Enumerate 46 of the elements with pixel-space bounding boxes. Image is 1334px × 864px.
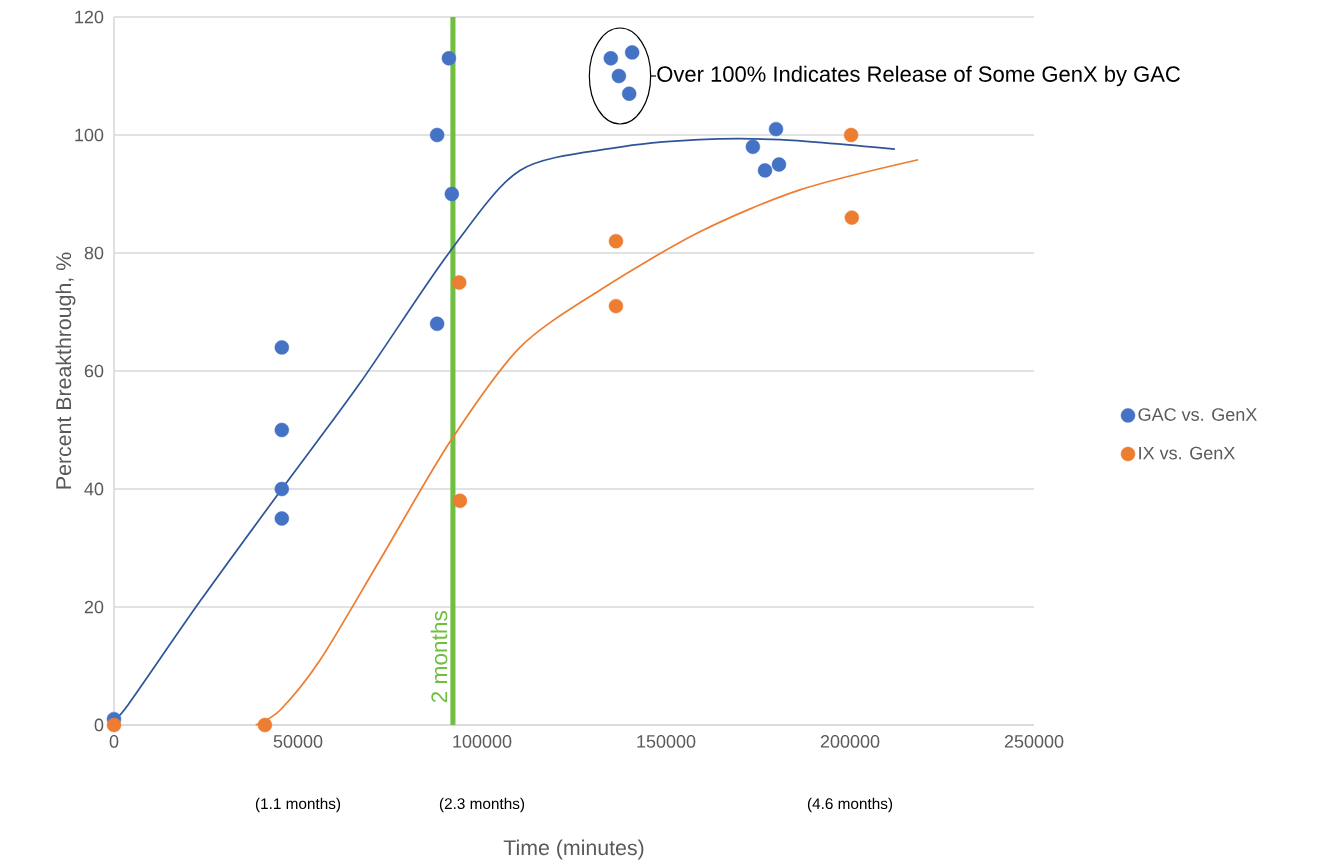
- point: [451, 275, 467, 290]
- point: [441, 51, 457, 66]
- x-tick-label: 0: [109, 735, 119, 748]
- y-tick-label: 40: [84, 482, 104, 496]
- point: [611, 68, 627, 84]
- point: [768, 121, 784, 137]
- x-axis-title: Time (minutes): [503, 839, 644, 860]
- y-tick-label: 20: [84, 600, 104, 614]
- legend-label: GAC vs. GenX: [1138, 408, 1257, 421]
- point: [771, 157, 787, 172]
- point: [444, 186, 460, 202]
- point: [274, 340, 290, 355]
- ref-line-label: 2 months: [430, 611, 448, 703]
- x-tick-label: 50000: [273, 735, 323, 748]
- x-tick-label: 250000: [1004, 735, 1064, 748]
- x-tick-label: 150000: [637, 735, 696, 748]
- point: [274, 511, 290, 526]
- y-tick-label: 80: [84, 246, 104, 260]
- y-axis-title: Percent Breakthrough, %: [55, 252, 76, 489]
- point: [603, 51, 619, 66]
- point: [608, 298, 624, 314]
- point: [452, 493, 468, 509]
- point: [608, 234, 624, 249]
- text: (4.6 months): [807, 797, 893, 813]
- text: (1.1 months): [255, 797, 341, 813]
- text: (2.3 months): [439, 797, 525, 813]
- point: [624, 45, 640, 60]
- point: [274, 481, 290, 497]
- y-tick-label: 0: [94, 718, 104, 732]
- point: [622, 86, 637, 101]
- x-tick-label: 200000: [820, 735, 880, 748]
- y-tick-label: 100: [75, 128, 104, 142]
- point: [745, 139, 761, 155]
- point: [257, 717, 273, 733]
- point: [429, 316, 445, 332]
- point: [429, 127, 445, 143]
- point: [757, 163, 773, 178]
- point: [843, 127, 859, 143]
- y-tick-label: 120: [75, 10, 104, 24]
- legend-label: IX vs. GenX: [1139, 446, 1235, 460]
- point: [106, 717, 122, 733]
- annotation: Over 100% Indicates Release of Some GenX by GAC: [657, 65, 1180, 87]
- y-tick-label: 60: [84, 364, 104, 378]
- point: [844, 210, 860, 225]
- point: [274, 422, 290, 438]
- x-tick-label: 100000: [453, 735, 512, 748]
